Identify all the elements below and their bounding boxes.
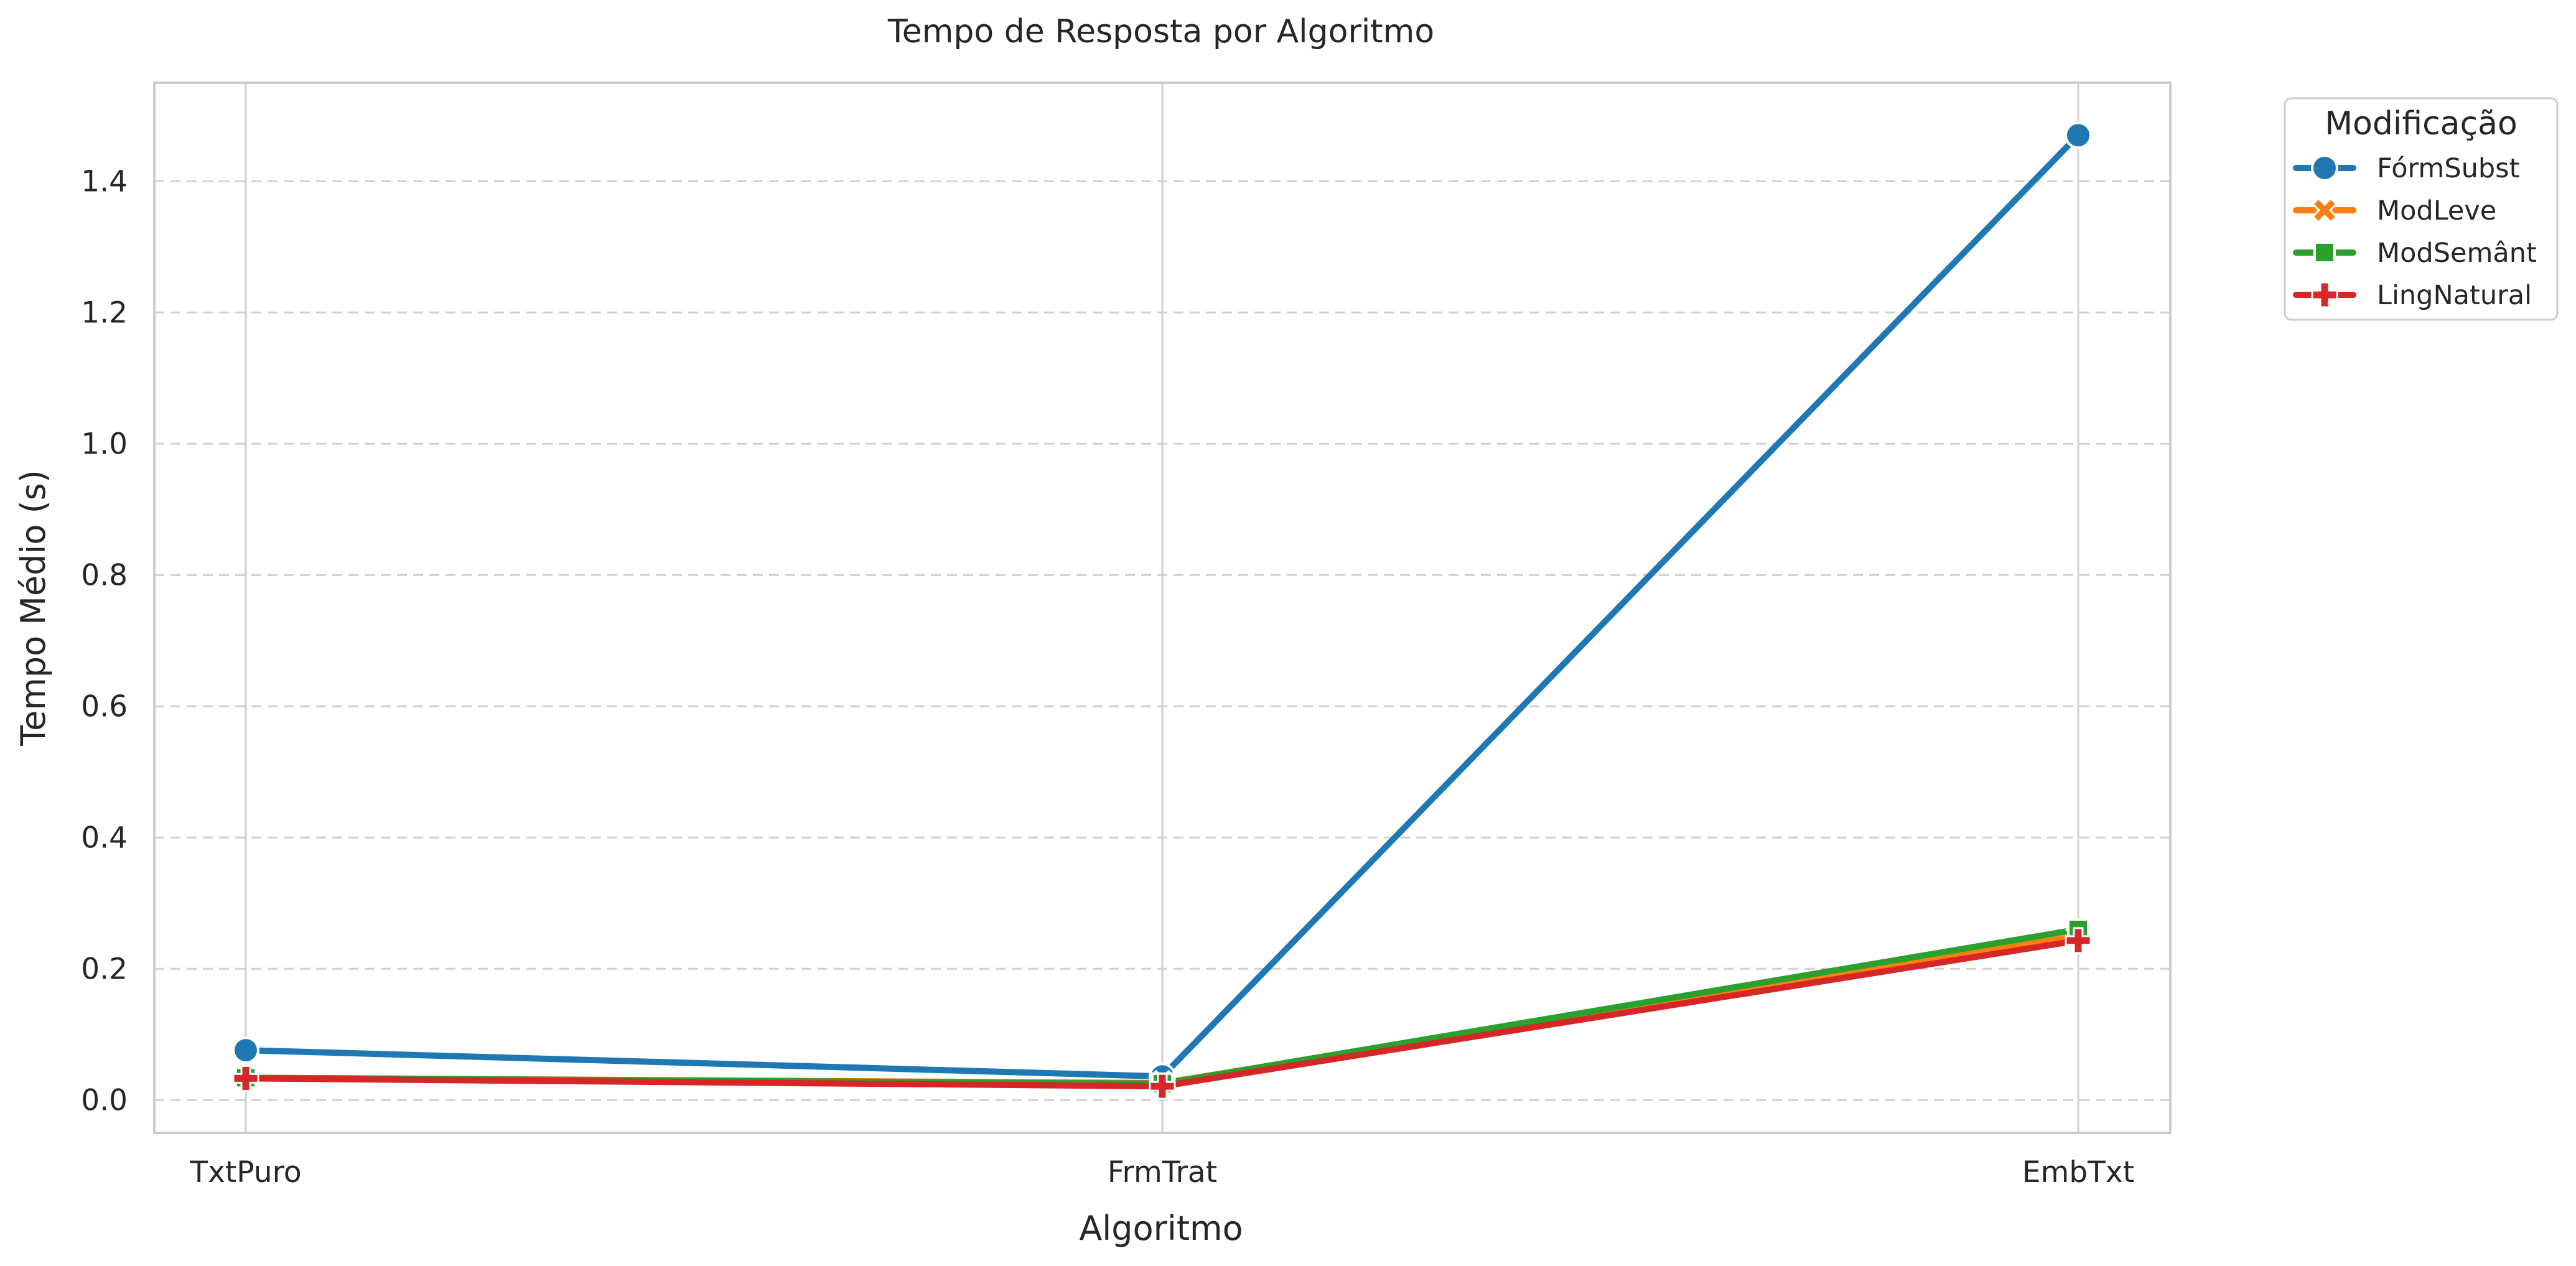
point-marker <box>2313 241 2336 264</box>
x-axis-label: Algoritmo <box>1079 1209 1243 1248</box>
point-marker <box>232 1064 259 1092</box>
legend-items: FórmSubst ModLeve ModSemânt LingNatural <box>2293 153 2537 311</box>
y-tick-label: 1.0 <box>81 427 128 461</box>
y-tick-label: 1.4 <box>81 164 128 198</box>
point-marker <box>2311 281 2338 309</box>
y-tick-labels: 0.0 0.2 0.4 0.6 0.8 1.0 1.2 1.4 <box>81 164 128 1117</box>
x-tick-label: FrmTrat <box>1108 1155 1217 1189</box>
x-tick-label: EmbTxt <box>2022 1155 2134 1189</box>
y-tick-label: 0.6 <box>81 689 128 724</box>
x-tick-label: TxtPuro <box>189 1155 301 1189</box>
legend-title: Modificação <box>2325 105 2518 142</box>
legend-label: ModSemânt <box>2377 238 2537 269</box>
point-marker <box>1149 1073 1176 1100</box>
legend-label: ModLeve <box>2377 195 2496 226</box>
point-marker <box>2311 154 2338 182</box>
legend-label: FórmSubst <box>2377 153 2519 184</box>
y-tick-label: 0.0 <box>81 1083 128 1117</box>
y-tick-label: 0.2 <box>81 952 128 986</box>
series-markers <box>232 121 2092 1100</box>
y-tick-label: 0.8 <box>81 558 128 592</box>
y-tick-label: 1.2 <box>81 296 128 330</box>
chart-title: Tempo de Resposta por Algoritmo <box>887 13 1434 50</box>
y-tick-label: 0.4 <box>81 821 128 855</box>
x-grid <box>245 83 2079 1133</box>
point-marker <box>2311 197 2338 224</box>
plot-area <box>153 81 2172 1134</box>
point-marker <box>232 1036 259 1064</box>
x-tick-labels: TxtPuro FrmTrat EmbTxt <box>189 1155 2134 1189</box>
legend: Modificação FórmSubst ModLeve ModSemânt Lin… <box>2284 97 2559 321</box>
legend-label: LingNatural <box>2377 280 2532 311</box>
point-marker <box>2065 121 2092 149</box>
y-axis-label: Tempo Médio (s) <box>14 470 53 747</box>
legend-box <box>2284 97 2559 321</box>
point-marker <box>2065 927 2092 954</box>
